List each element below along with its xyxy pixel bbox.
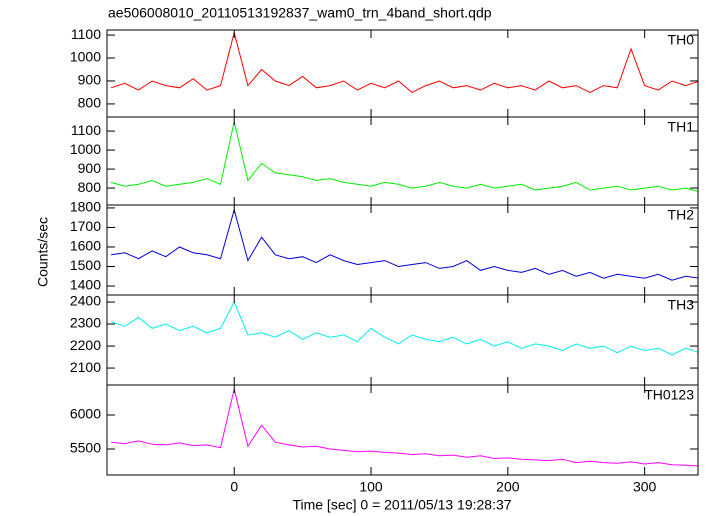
y-tick-label: 900 bbox=[78, 72, 102, 88]
y-tick-label: 1700 bbox=[70, 218, 101, 234]
y-tick-label: 1800 bbox=[70, 199, 101, 215]
panel-label: TH0123 bbox=[644, 387, 694, 403]
panel-frame bbox=[106, 294, 699, 386]
y-tick-label: 800 bbox=[78, 179, 102, 195]
y-tick-label: 6000 bbox=[70, 406, 101, 422]
y-tick-label: 2400 bbox=[70, 293, 101, 309]
light-curve bbox=[110, 300, 698, 356]
y-tick-label: 2300 bbox=[70, 315, 101, 331]
light-curve bbox=[110, 30, 698, 93]
panel-label: TH1 bbox=[668, 119, 695, 135]
y-tick-label: 2100 bbox=[70, 359, 101, 375]
y-tick-label: 1400 bbox=[70, 277, 101, 293]
panel-frame bbox=[106, 384, 699, 476]
y-tick-label: 800 bbox=[78, 95, 102, 111]
panel-frame bbox=[106, 204, 699, 296]
y-tick-label: 1500 bbox=[70, 257, 101, 273]
panel-label: TH3 bbox=[668, 297, 695, 313]
y-axis-label: Counts/sec bbox=[35, 217, 51, 287]
panel-label: TH0 bbox=[668, 32, 695, 48]
x-tick-label: 0 bbox=[230, 479, 238, 495]
y-tick-label: 1000 bbox=[70, 141, 101, 157]
panel-frame bbox=[106, 29, 699, 118]
x-tick-label: 100 bbox=[359, 479, 383, 495]
chart-title: ae506008010_20110513192837_wam0_trn_4ban… bbox=[108, 5, 492, 21]
x-tick-label: 300 bbox=[633, 479, 657, 495]
light-curve bbox=[111, 208, 698, 281]
panel-label: TH2 bbox=[668, 207, 695, 223]
y-tick-label: 5500 bbox=[70, 440, 101, 456]
light-curve bbox=[111, 388, 698, 467]
x-tick-label: 200 bbox=[496, 479, 520, 495]
y-tick-label: 900 bbox=[78, 160, 102, 176]
light-curve bbox=[110, 121, 698, 193]
y-tick-label: 2200 bbox=[70, 337, 101, 353]
y-tick-label: 1100 bbox=[71, 122, 101, 138]
panel-frame bbox=[106, 116, 699, 206]
x-axis-label: Time [sec] 0 = 2011/05/13 19:28:37 bbox=[292, 497, 511, 513]
y-tick-label: 1100 bbox=[71, 26, 101, 42]
y-tick-label: 1000 bbox=[70, 49, 101, 65]
y-tick-label: 1600 bbox=[70, 238, 101, 254]
